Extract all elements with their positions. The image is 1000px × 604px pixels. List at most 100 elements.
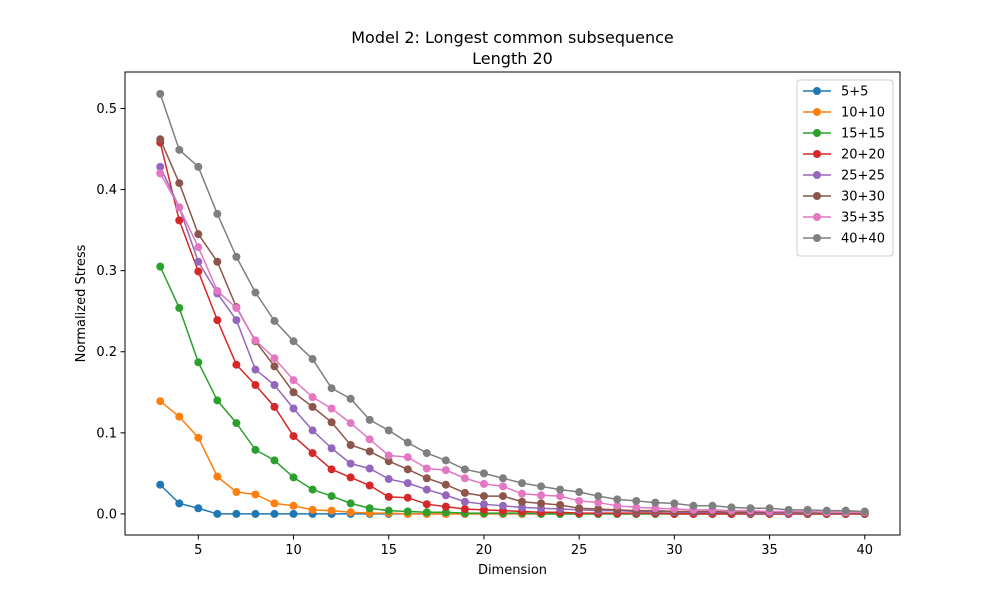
y-axis-label: Normalized Stress — [74, 244, 89, 362]
data-point — [365, 415, 374, 424]
data-point — [194, 433, 203, 442]
data-point — [556, 501, 565, 509]
data-point — [308, 426, 317, 435]
x-tick-label: 35 — [761, 543, 778, 558]
legend-box — [796, 79, 894, 257]
data-point — [232, 316, 241, 325]
data-point — [251, 445, 260, 454]
x-tick-label: 20 — [476, 543, 493, 558]
data-point — [403, 507, 412, 516]
legend-marker — [813, 171, 821, 179]
data-point — [613, 501, 622, 510]
data-point — [308, 449, 317, 458]
data-point — [594, 492, 603, 501]
data-point — [213, 316, 222, 325]
y-tick-label: 0.0 — [96, 507, 117, 522]
data-point — [346, 394, 355, 403]
data-point — [708, 501, 717, 510]
data-point — [441, 491, 450, 500]
legend-label: 5+5 — [841, 85, 868, 100]
data-point — [308, 505, 317, 514]
y-axis: 0.0 0.1 0.2 0.3 0.4 0.5 — [96, 102, 125, 522]
data-point — [346, 459, 355, 468]
data-point — [251, 490, 260, 499]
data-point — [194, 230, 203, 239]
data-point — [156, 135, 165, 144]
data-point — [384, 451, 393, 460]
data-point — [784, 505, 793, 514]
y-tick-label: 0.3 — [96, 264, 117, 279]
data-point — [479, 469, 488, 478]
data-point — [213, 472, 222, 481]
data-point — [422, 500, 431, 509]
data-point — [289, 404, 298, 413]
data-point — [384, 492, 393, 501]
data-point — [156, 397, 165, 406]
legend-item: 40+40 — [803, 232, 885, 247]
data-point — [270, 362, 279, 371]
legend-label: 40+40 — [841, 232, 885, 247]
data-point — [213, 509, 222, 518]
data-point — [232, 509, 241, 518]
legend-item: 30+30 — [803, 190, 885, 205]
data-point — [537, 491, 546, 500]
data-point — [232, 303, 241, 312]
data-point — [232, 419, 241, 428]
data-point — [556, 485, 565, 494]
legend-marker — [813, 150, 821, 158]
legend-marker — [813, 108, 821, 116]
data-point — [365, 435, 374, 444]
data-point — [308, 355, 317, 364]
legend: 5+5 10+10 15+15 20+20 25+25 30+30 35+35 40+40 — [796, 79, 894, 257]
data-point — [860, 507, 869, 516]
data-point — [289, 376, 298, 385]
plot-area-frame — [124, 71, 901, 536]
data-point — [156, 480, 165, 489]
data-point — [327, 506, 336, 515]
x-tick-label: 30 — [666, 543, 683, 558]
data-point — [156, 169, 165, 178]
data-point — [441, 480, 450, 489]
data-point — [441, 502, 450, 511]
data-point — [575, 488, 584, 497]
data-point — [384, 475, 393, 484]
data-point — [213, 257, 222, 266]
data-point — [403, 453, 412, 462]
data-point — [308, 402, 317, 411]
data-point — [498, 492, 507, 501]
data-point — [403, 479, 412, 488]
data-point — [518, 503, 527, 512]
data-point — [384, 506, 393, 515]
legend-item: 15+15 — [803, 127, 885, 142]
data-point — [346, 440, 355, 449]
data-point — [441, 508, 450, 517]
data-point — [289, 388, 298, 397]
data-point — [365, 481, 374, 490]
data-point — [270, 316, 279, 325]
y-tick-label: 0.5 — [96, 102, 117, 117]
data-point — [270, 456, 279, 465]
x-tick-label: 10 — [285, 543, 302, 558]
data-point — [327, 418, 336, 427]
data-point — [537, 499, 546, 508]
data-point — [460, 474, 469, 483]
data-point — [156, 162, 165, 171]
data-point — [289, 473, 298, 482]
legend-item: 20+20 — [803, 148, 885, 163]
x-axis-label: Dimension — [478, 563, 547, 578]
data-point — [670, 505, 679, 514]
data-point — [270, 354, 279, 363]
data-point — [289, 432, 298, 441]
data-point — [308, 485, 317, 494]
data-point — [365, 464, 374, 473]
data-point — [175, 499, 184, 508]
data-point — [270, 402, 279, 411]
data-point — [651, 498, 660, 507]
data-point — [213, 209, 222, 218]
data-point — [594, 498, 603, 507]
data-point — [365, 504, 374, 513]
data-point — [213, 396, 222, 405]
data-point — [441, 456, 450, 465]
